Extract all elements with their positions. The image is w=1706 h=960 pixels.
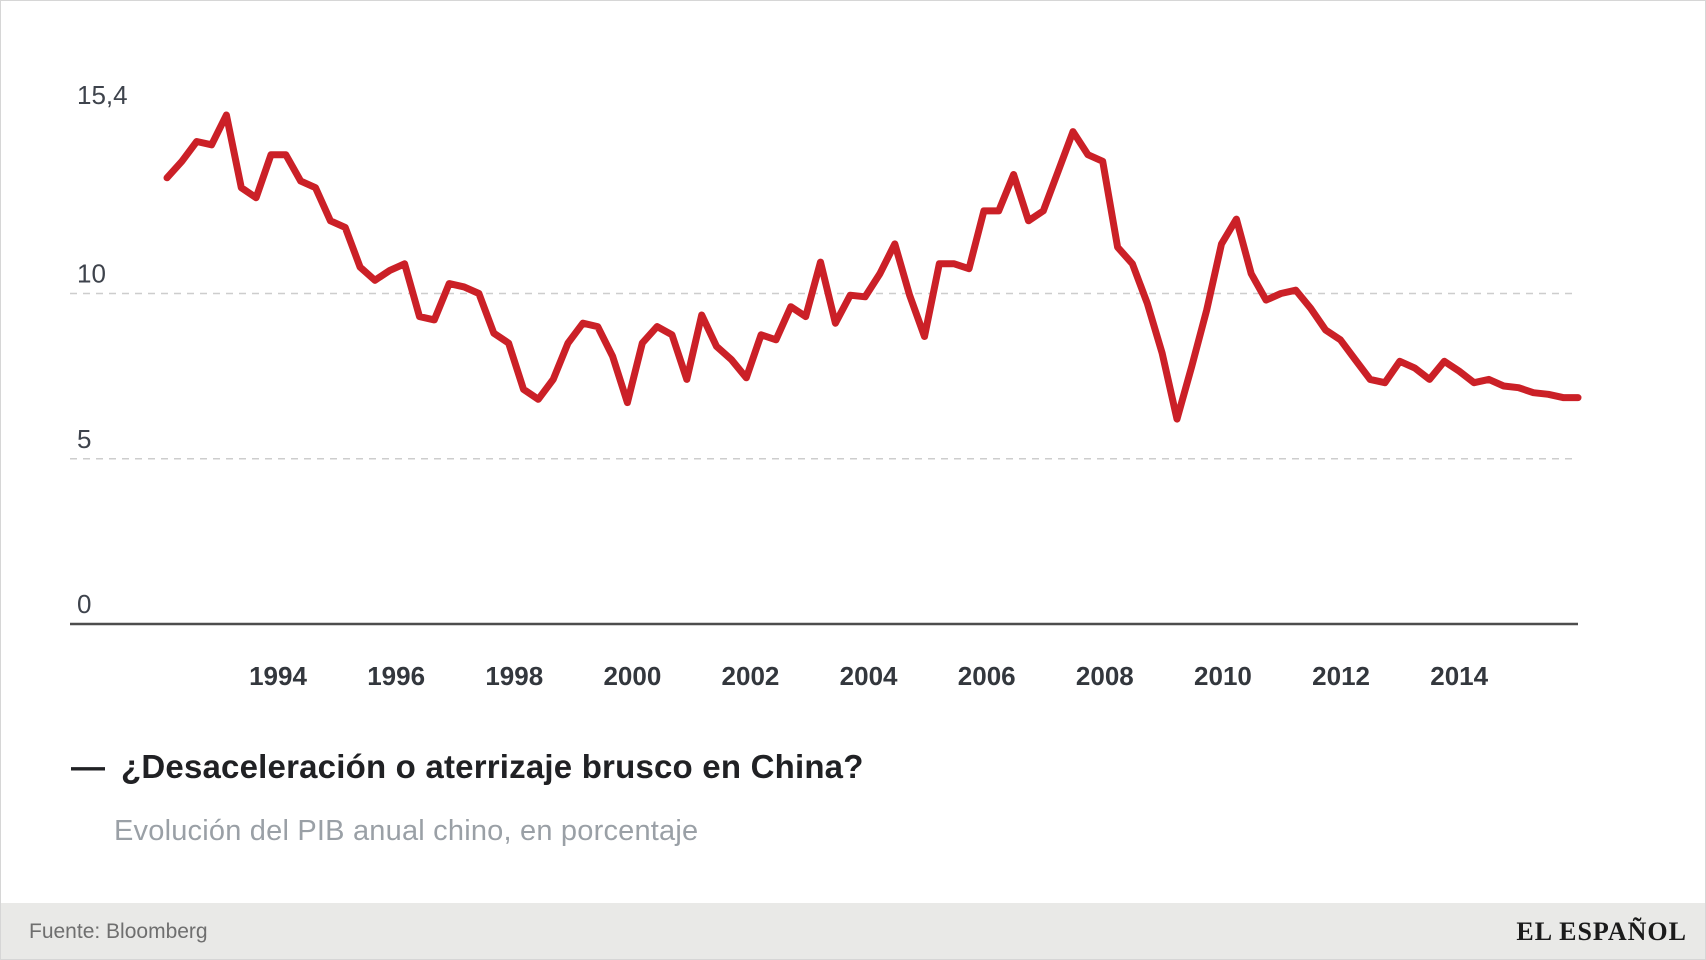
x-tick-1998: 1998 xyxy=(485,661,543,691)
y-tick-10: 10 xyxy=(77,259,106,289)
y-tick-15.4: 15,4 xyxy=(77,80,128,110)
y-tick-5: 5 xyxy=(77,424,91,454)
x-tick-2002: 2002 xyxy=(722,661,780,691)
chart-title: — ¿Desaceleración o aterrizaje brusco en… xyxy=(71,745,1571,789)
title-dash: — xyxy=(71,748,105,786)
x-tick-2010: 2010 xyxy=(1194,661,1252,691)
footer-bar: Fuente: Bloomberg EL ESPAÑOL xyxy=(1,903,1705,959)
gdp-line xyxy=(163,111,1582,423)
x-tick-1994: 1994 xyxy=(249,661,307,691)
x-tick-1996: 1996 xyxy=(367,661,425,691)
title-text: ¿Desaceleración o aterrizaje brusco en C… xyxy=(121,748,864,785)
x-tick-2004: 2004 xyxy=(840,661,898,691)
x-tick-2006: 2006 xyxy=(958,661,1016,691)
x-tick-2014: 2014 xyxy=(1430,661,1488,691)
chart-subtitle: Evolución del PIB anual chino, en porcen… xyxy=(114,815,699,847)
brand-logo: EL ESPAÑOL xyxy=(1516,917,1687,946)
x-tick-2000: 2000 xyxy=(603,661,661,691)
source-label: Fuente: Bloomberg xyxy=(29,920,208,943)
x-tick-2008: 2008 xyxy=(1076,661,1134,691)
x-tick-2012: 2012 xyxy=(1312,661,1370,691)
y-tick-0: 0 xyxy=(77,589,91,619)
gdp-line-chart: 15,4 10 5 0 1994 1996 1998 2000 2002 2004 2006 2008… xyxy=(70,80,1582,691)
